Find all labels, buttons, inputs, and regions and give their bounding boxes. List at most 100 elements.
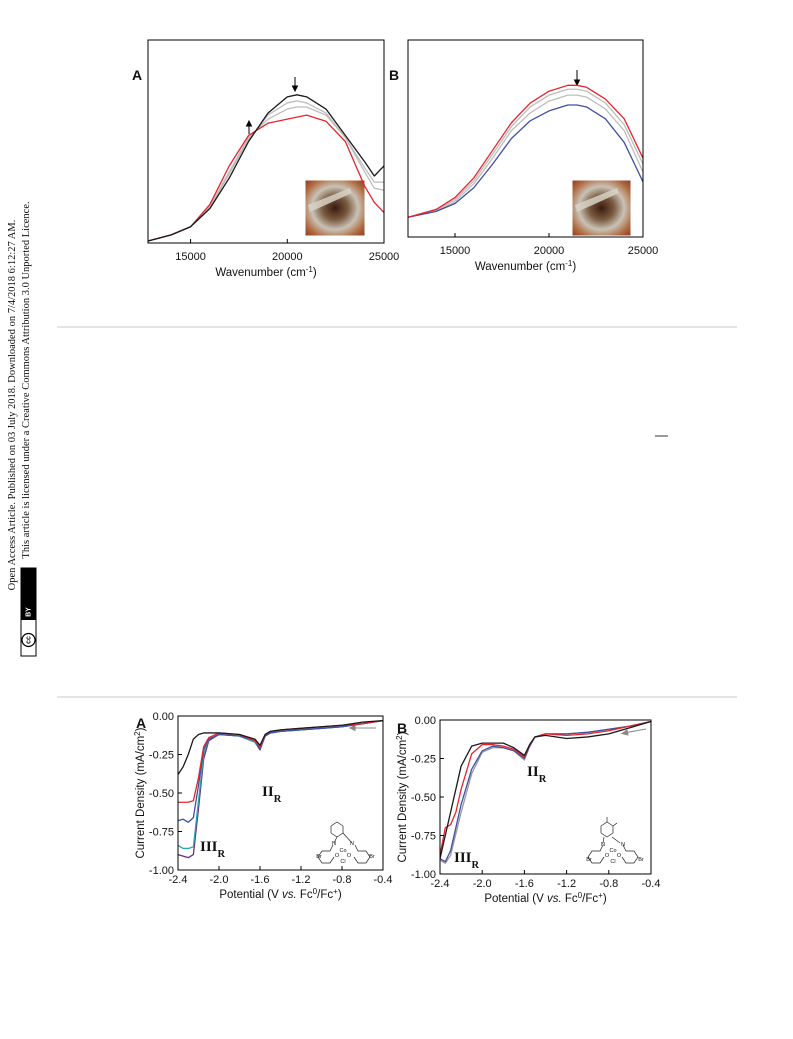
- series-line: [407, 94, 644, 218]
- structure-label: O: [347, 853, 352, 859]
- structure-label: O: [617, 853, 622, 859]
- text-part: II: [527, 764, 539, 780]
- y-tick-label: 0.00: [415, 715, 436, 727]
- text-part: -1: [306, 265, 314, 274]
- x-tick-label: -0.8: [599, 878, 618, 890]
- structure-label: N: [350, 841, 354, 847]
- molecule-sketch: [317, 817, 639, 864]
- x-tick-label: -2.0: [473, 878, 492, 890]
- x-tick-label: 15000: [175, 251, 206, 263]
- plot-frame: [147, 39, 385, 244]
- text-part: 2: [133, 731, 142, 736]
- peak-annotation: IIR: [527, 764, 547, 785]
- series-line: [177, 719, 384, 859]
- series-line: [439, 720, 652, 863]
- x-tick-label: 25000: [369, 251, 400, 263]
- y-tick-label: -1.00: [149, 865, 174, 877]
- y-axis-label: Current Density (mA/cm2): [133, 727, 148, 858]
- y-tick-label: -0.75: [411, 831, 436, 843]
- text-part: II: [262, 784, 274, 800]
- text-part: Potential (V: [484, 893, 547, 905]
- text-part: Wavenumber (cm: [215, 267, 305, 279]
- x-tick-label: 25000: [628, 245, 659, 257]
- panel-label: A: [132, 67, 142, 83]
- x-tick-label: -0.4: [642, 878, 661, 890]
- x-tick-label: -1.6: [515, 878, 534, 890]
- series-line: [407, 84, 644, 218]
- structure-label: O: [605, 853, 610, 859]
- text-part: III: [200, 839, 218, 855]
- y-tick-label: 0.00: [153, 711, 174, 723]
- panel-label: B: [389, 67, 399, 83]
- x-tick-label: -1.2: [557, 878, 576, 890]
- peak-annotation: IIIR: [454, 850, 480, 871]
- y-axis-label: Current Density (mA/cm2): [395, 731, 410, 862]
- text-part: R: [472, 860, 480, 871]
- x-tick-label: 20000: [272, 251, 303, 263]
- text-part: Fc: [562, 893, 578, 905]
- text-part: III: [454, 850, 472, 866]
- x-tick-label: -2.4: [169, 874, 188, 886]
- text-part: vs.: [282, 889, 297, 901]
- structure-label: Co: [339, 848, 346, 854]
- text-part: ): [397, 731, 409, 735]
- plot-frame: [407, 39, 644, 238]
- text-part: 0: [313, 887, 318, 896]
- text-part: +: [598, 891, 603, 900]
- structure-label: Br: [316, 854, 322, 860]
- y-tick-label: -0.75: [149, 827, 174, 839]
- text-part: R: [274, 794, 282, 805]
- text-part: /Fc: [317, 889, 333, 901]
- x-tick-label: 20000: [534, 245, 565, 257]
- x-tick-label: -1.6: [251, 874, 270, 886]
- text-part: 2: [395, 735, 404, 740]
- x-axis-label: Potential (V vs. Fc0/Fc+): [484, 891, 607, 906]
- structure-label: N: [601, 842, 605, 848]
- x-axis-label: Wavenumber (cm-1): [475, 259, 576, 274]
- peak-annotation: IIR: [262, 784, 282, 805]
- x-axis-label: Wavenumber (cm-1): [215, 265, 316, 280]
- side-text: Open Access Article. Published on 03 Jul…: [7, 220, 18, 591]
- x-tick-label: -0.4: [374, 874, 393, 886]
- x-axis-label: Potential (V vs. Fc0/Fc+): [219, 887, 342, 902]
- structure-label: Br: [369, 854, 375, 860]
- structure-label: O: [335, 853, 340, 859]
- badge-text: cc: [25, 636, 32, 644]
- panel-label: A: [136, 715, 146, 731]
- x-tick-label: -1.2: [292, 874, 311, 886]
- structure-label: N: [332, 841, 336, 847]
- text-part: Potential (V: [219, 889, 282, 901]
- y-tick-label: -0.25: [149, 750, 174, 762]
- cc-badge: cc BY: [20, 567, 37, 657]
- series-line: [407, 104, 644, 218]
- series-line: [439, 720, 652, 859]
- badge-text: BY: [25, 607, 32, 617]
- text-part: 0: [578, 891, 583, 900]
- structure-label: Cl: [340, 859, 345, 865]
- y-tick-label: -0.50: [411, 792, 436, 804]
- text-part: ): [313, 267, 317, 279]
- structure-label: Co: [609, 848, 616, 854]
- structure-label: N: [621, 842, 625, 848]
- series-line: [407, 88, 644, 218]
- text-part: R: [218, 849, 226, 860]
- series-line: [177, 719, 384, 775]
- inset-photo: [304, 179, 632, 237]
- text-part: Current Density (mA/cm: [135, 736, 147, 859]
- y-tick-label: -1.00: [411, 869, 436, 881]
- text-part: -1: [565, 259, 573, 268]
- series-line: [177, 719, 384, 823]
- y-tick-label: -0.50: [149, 788, 174, 800]
- text-part: ): [338, 889, 342, 901]
- x-tick-label: -0.8: [333, 874, 352, 886]
- text-part: Current Density (mA/cm: [397, 740, 409, 863]
- text-part: ): [572, 261, 576, 273]
- text-part: vs.: [547, 893, 562, 905]
- text-part: Fc: [297, 889, 313, 901]
- series-line: [147, 94, 385, 242]
- series-line: [439, 720, 652, 864]
- text-part: ): [603, 893, 607, 905]
- text-part: +: [333, 887, 338, 896]
